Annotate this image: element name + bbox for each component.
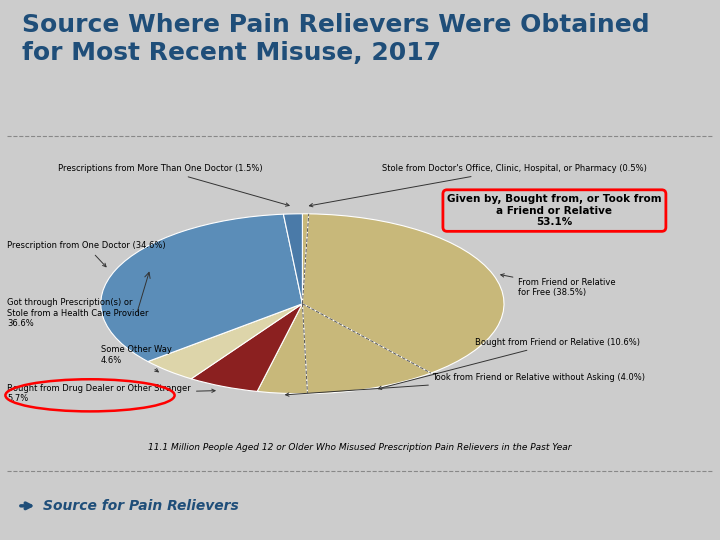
Text: Got through Prescription(s) or
Stole from a Health Care Provider
36.6%: Got through Prescription(s) or Stole fro… — [7, 299, 149, 328]
Wedge shape — [192, 303, 302, 392]
Wedge shape — [148, 303, 302, 379]
Text: Source for Pain Relievers: Source for Pain Relievers — [43, 499, 239, 513]
Wedge shape — [257, 303, 307, 394]
Text: Bought from Drug Dealer or Other Stranger
5.7%: Bought from Drug Dealer or Other Strange… — [7, 384, 215, 403]
Wedge shape — [284, 214, 302, 303]
Text: Bought from Friend or Relative (10.6%): Bought from Friend or Relative (10.6%) — [378, 338, 640, 389]
Text: Some Other Way
4.6%: Some Other Way 4.6% — [101, 346, 171, 372]
Text: Prescription from One Doctor (34.6%): Prescription from One Doctor (34.6%) — [7, 241, 166, 267]
Wedge shape — [302, 214, 309, 303]
Text: Source Where Pain Relievers Were Obtained
for Most Recent Misuse, 2017: Source Where Pain Relievers Were Obtaine… — [22, 13, 649, 65]
Text: From Friend or Relative
for Free (38.5%): From Friend or Relative for Free (38.5%) — [500, 274, 616, 298]
Text: Took from Friend or Relative without Asking (4.0%): Took from Friend or Relative without Ask… — [286, 373, 645, 396]
Text: Given by, Bought from, or Took from
a Friend or Relative
53.1%: Given by, Bought from, or Took from a Fr… — [447, 194, 662, 227]
Text: Stole from Doctor's Office, Clinic, Hospital, or Pharmacy (0.5%): Stole from Doctor's Office, Clinic, Hosp… — [310, 164, 647, 207]
Wedge shape — [302, 214, 504, 373]
Wedge shape — [101, 214, 302, 361]
Wedge shape — [302, 303, 431, 394]
Text: 11.1 Million People Aged 12 or Older Who Misused Prescription Pain Relievers in : 11.1 Million People Aged 12 or Older Who… — [148, 443, 572, 451]
Text: Prescriptions from More Than One Doctor (1.5%): Prescriptions from More Than One Doctor … — [58, 164, 289, 206]
